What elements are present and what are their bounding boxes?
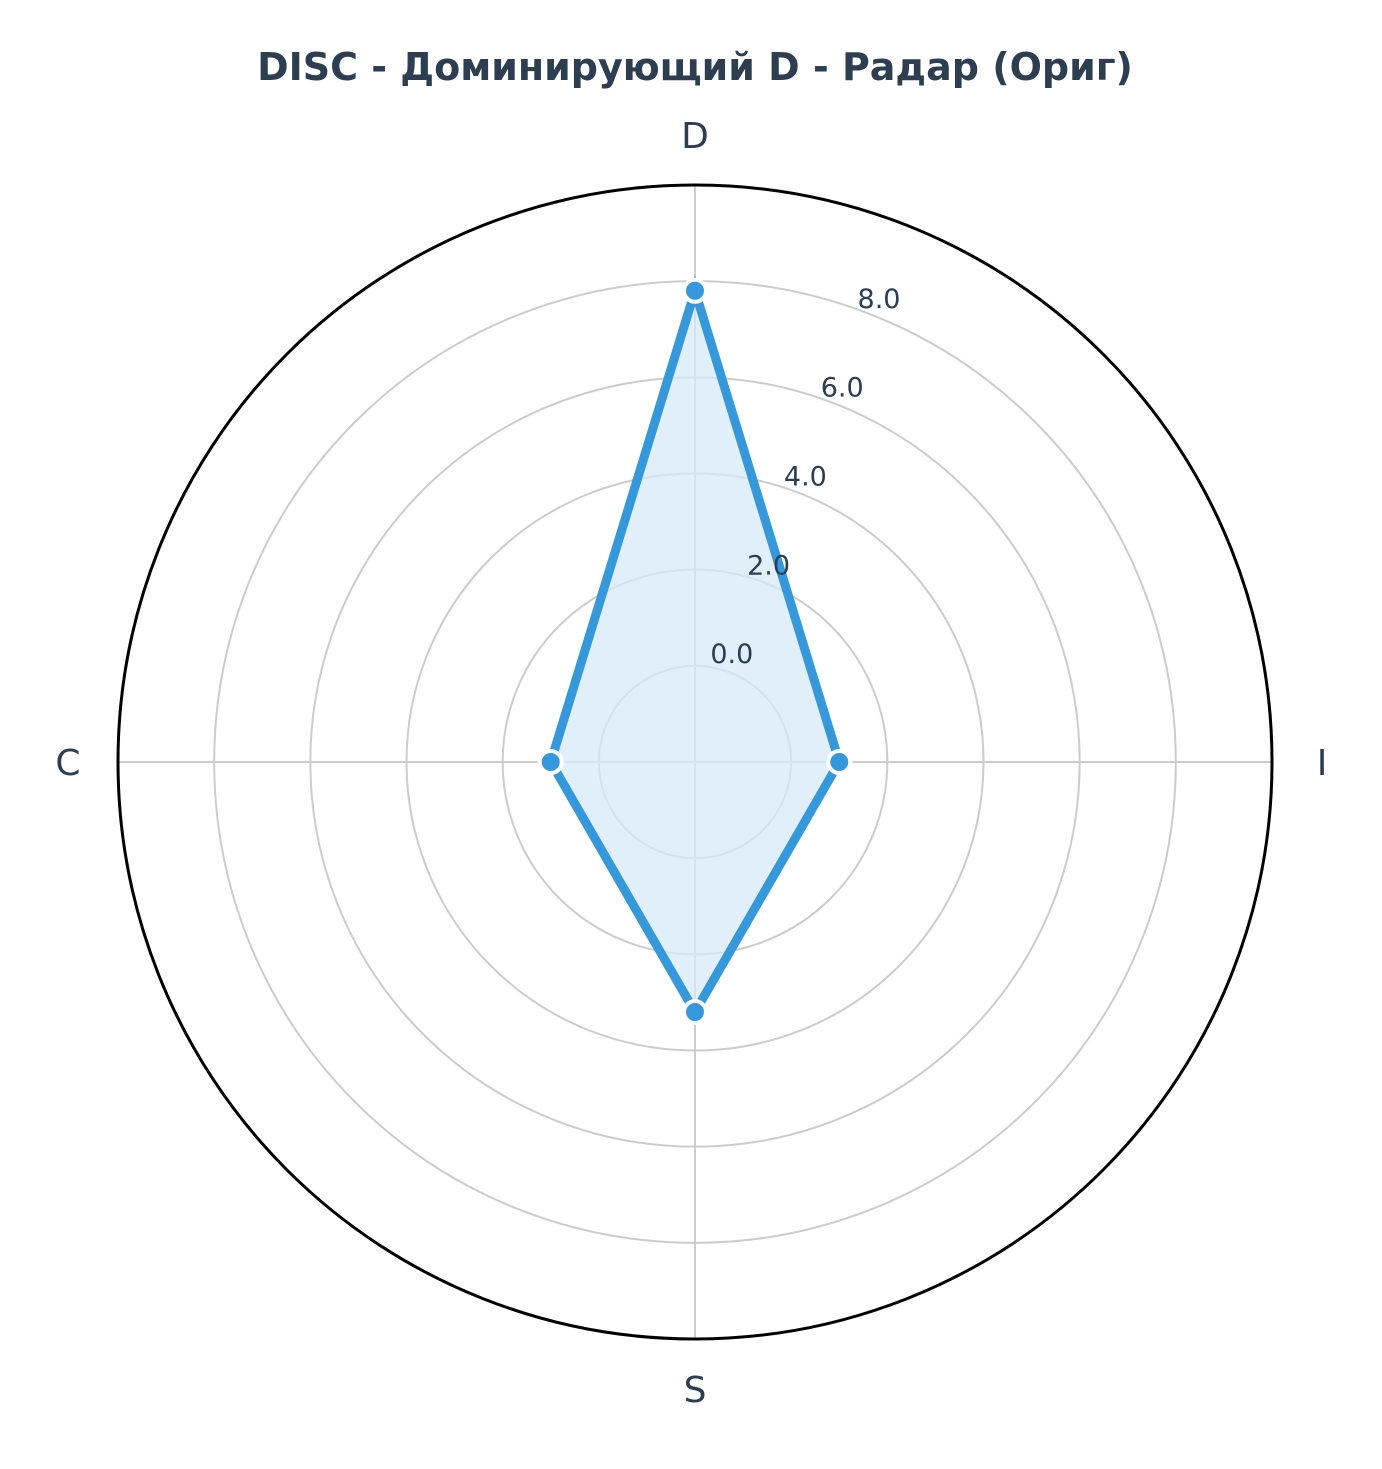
category-label-s: S: [684, 1370, 707, 1411]
data-point-s: [682, 999, 708, 1026]
category-label-c: C: [55, 743, 80, 784]
radial-tick-label: 0.0: [710, 639, 753, 670]
series-area: [550, 290, 840, 1012]
radial-tick-label: 8.0: [858, 284, 901, 315]
category-label-i: I: [1317, 743, 1328, 784]
data-point-i: [826, 749, 853, 775]
label-layer: 0.0 2.0 4.0 6.0 8.0 D I S C: [55, 116, 1327, 1411]
category-label-d: D: [681, 116, 709, 157]
radial-tick-label: 4.0: [784, 461, 827, 492]
data-point-d: [682, 277, 708, 304]
chart-title: DISC - Доминирующий D - Радар (Ориг): [257, 45, 1133, 89]
radial-tick-label: 6.0: [821, 373, 864, 404]
data-layer: [537, 275, 853, 1026]
polar-frame: [116, 183, 1274, 1341]
data-point-c: [537, 749, 564, 775]
radial-tick-label: 2.0: [747, 550, 790, 581]
